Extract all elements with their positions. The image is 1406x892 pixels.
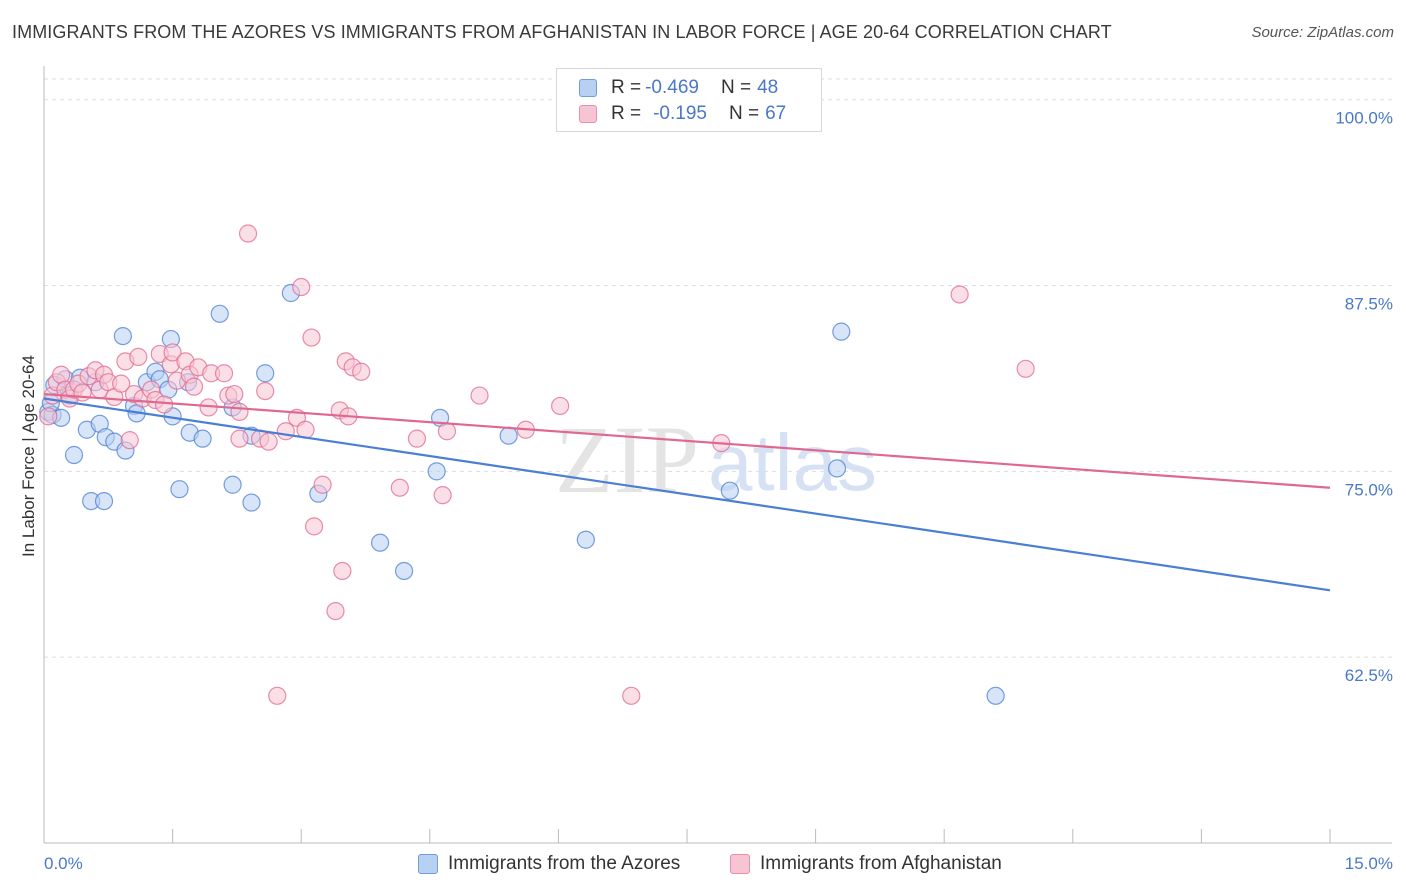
- point-s1-52: [333, 561, 352, 581]
- y-tick-label-0: 100.0%: [1335, 109, 1393, 128]
- point-s0-31: [223, 475, 242, 494]
- y-axis-label: In Labor Force | Age 20-64: [19, 355, 38, 557]
- point-s0-34: [256, 364, 275, 383]
- point-s1-42: [259, 432, 278, 451]
- bottom-legend-azores: Immigrants from the Azores: [418, 852, 680, 876]
- bottom-legend-afghanistan: Immigrants from Afghanistan: [730, 852, 1002, 876]
- legend-n-label: N =: [720, 77, 752, 98]
- point-s1-0: [39, 407, 58, 426]
- point-s1-60: [433, 486, 452, 505]
- y-tick-label-2: 75.0%: [1345, 480, 1393, 499]
- legend-n-label: N =: [728, 103, 760, 124]
- legend-swatch-afghanistan: [579, 105, 597, 123]
- x-tick-label-0: 0.0%: [44, 854, 83, 873]
- point-s0-15: [113, 326, 132, 346]
- point-s1-15: [112, 374, 131, 393]
- watermark-zip: ZIP: [555, 406, 699, 513]
- point-s1-55: [352, 362, 371, 381]
- point-s0-32: [242, 493, 261, 512]
- point-s1-51: [326, 601, 345, 621]
- point-s1-68: [1016, 359, 1035, 378]
- x-tick-label-1: 15.0%: [1345, 854, 1393, 873]
- point-s0-6: [64, 445, 84, 465]
- point-s0-42: [576, 530, 595, 549]
- point-s1-47: [292, 277, 311, 297]
- point-s1-58: [390, 478, 409, 497]
- axes: [43, 66, 1392, 844]
- point-s0-44: [827, 459, 847, 478]
- bottom-legend-label-afghanistan: Immigrants from Afghanistan: [760, 853, 1002, 874]
- y-tick-label-1: 87.5%: [1345, 295, 1393, 314]
- point-s1-67: [950, 285, 969, 304]
- point-s1-36: [225, 384, 244, 404]
- point-s1-61: [437, 422, 457, 441]
- point-s1-65: [622, 686, 641, 705]
- point-s1-26: [163, 343, 182, 362]
- legend-n-value-afghanistan: 67: [765, 103, 787, 124]
- point-s1-34: [214, 364, 234, 383]
- point-s1-43: [268, 686, 287, 705]
- point-s1-59: [407, 429, 427, 448]
- point-s1-38: [230, 429, 249, 448]
- point-s0-43: [720, 481, 739, 500]
- legend-row-afghanistan: R = -0.195 N = 67: [579, 102, 786, 126]
- point-s0-28: [193, 429, 212, 448]
- chart-title: IMMIGRANTS FROM THE AZORES VS IMMIGRANTS…: [12, 22, 1112, 42]
- point-s1-49: [302, 328, 321, 347]
- point-s0-39: [427, 462, 446, 481]
- point-s1-39: [238, 224, 258, 243]
- bottom-legend-swatch-azores: [418, 854, 438, 874]
- data-points: [39, 224, 1035, 705]
- point-s1-37: [230, 402, 249, 422]
- point-s0-38: [394, 561, 414, 581]
- stats-legend: R = -0.469 N = 48 R = -0.195 N = 67: [556, 68, 822, 132]
- trend-line-1: [43, 392, 1331, 489]
- chart-source: Source: ZipAtlas.com: [1251, 24, 1394, 41]
- legend-row-azores: R = -0.469 N = 48: [579, 76, 778, 100]
- point-s1-30: [184, 377, 204, 396]
- point-s1-62: [470, 386, 489, 405]
- point-s0-46: [986, 686, 1005, 705]
- point-s1-64: [551, 396, 570, 416]
- bottom-legend-swatch-afghanistan: [730, 854, 750, 874]
- point-s0-12: [94, 491, 114, 511]
- point-s1-50: [313, 475, 332, 494]
- point-s1-8: [73, 383, 92, 402]
- y-tick-label-3: 62.5%: [1345, 666, 1393, 685]
- point-s1-17: [120, 431, 139, 450]
- legend-r-label: R =: [611, 77, 642, 98]
- tick-labels: 100.0% 87.5% 75.0% 62.5% 0.0% 15.0%: [44, 109, 1393, 873]
- trend-lines: [43, 392, 1331, 592]
- point-s0-45: [832, 322, 851, 341]
- point-s0-41: [499, 426, 518, 445]
- legend-n-value-azores: 48: [757, 77, 779, 98]
- point-s0-29: [210, 304, 229, 323]
- point-s0-37: [370, 533, 390, 552]
- point-s1-41: [256, 381, 275, 401]
- trend-line-0: [43, 397, 1331, 592]
- point-s1-19: [129, 347, 148, 367]
- point-s1-48: [304, 517, 324, 536]
- legend-swatch-azores: [579, 79, 597, 97]
- bottom-legend-label-azores: Immigrants from the Azores: [448, 853, 681, 874]
- point-s0-25: [170, 480, 189, 499]
- point-s1-24: [154, 395, 174, 414]
- legend-r-label: R =: [611, 103, 642, 124]
- legend-r-value-afghanistan: -0.195: [653, 103, 707, 124]
- legend-r-value-azores: -0.469: [645, 77, 699, 98]
- watermark: ZIP atlas: [555, 406, 877, 513]
